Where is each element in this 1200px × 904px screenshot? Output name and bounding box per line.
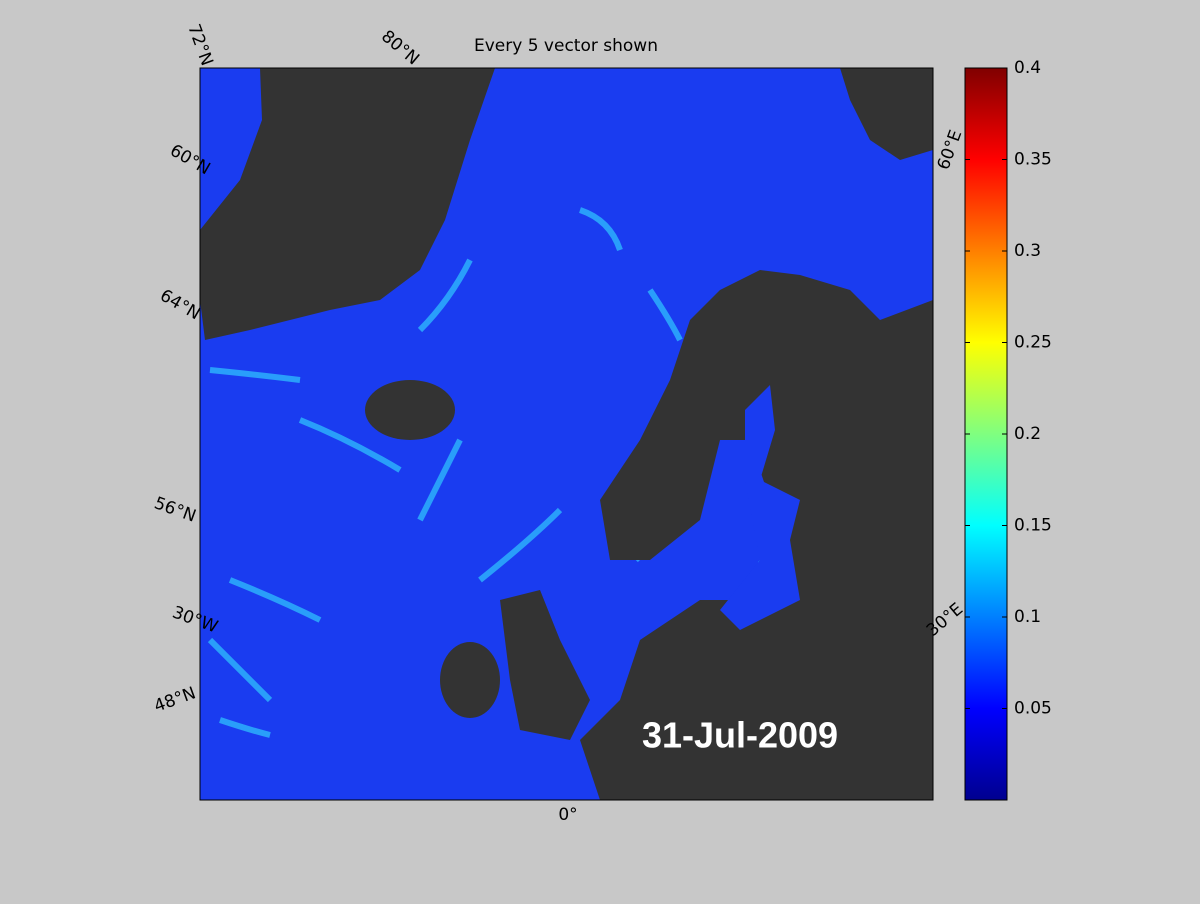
colorbar-tick-label: 0.4 [1014, 58, 1041, 78]
colorbar-tick-label: 0.35 [1014, 150, 1052, 170]
date-label: 31-Jul-2009 [642, 715, 838, 756]
graticule-label: 80°N [377, 27, 423, 70]
map-frame [199, 67, 934, 801]
map [200, 68, 933, 800]
colorbar-tick-label: 0.05 [1014, 699, 1052, 719]
graticule-label: 64°N [156, 286, 203, 325]
graticule-label: 60°E [934, 127, 967, 172]
graticule-label: 0° [558, 805, 577, 825]
map-title: Every 5 vector shown [474, 36, 658, 56]
colorbar-tick-label: 0.2 [1014, 424, 1041, 444]
graticule-label: 56°N [151, 493, 198, 526]
colorbar-tick-label: 0.15 [1014, 516, 1052, 536]
baltic-sea [720, 385, 800, 630]
land [200, 68, 933, 800]
colorbar [964, 67, 1008, 801]
graticule-label: 48°N [151, 683, 198, 716]
colorbar-tick-label: 0.3 [1014, 241, 1041, 261]
colorbar-tick-label: 0.1 [1014, 607, 1041, 627]
graticule-label: 72°N [183, 21, 216, 68]
colorbar-tick-label: 0.25 [1014, 333, 1052, 353]
